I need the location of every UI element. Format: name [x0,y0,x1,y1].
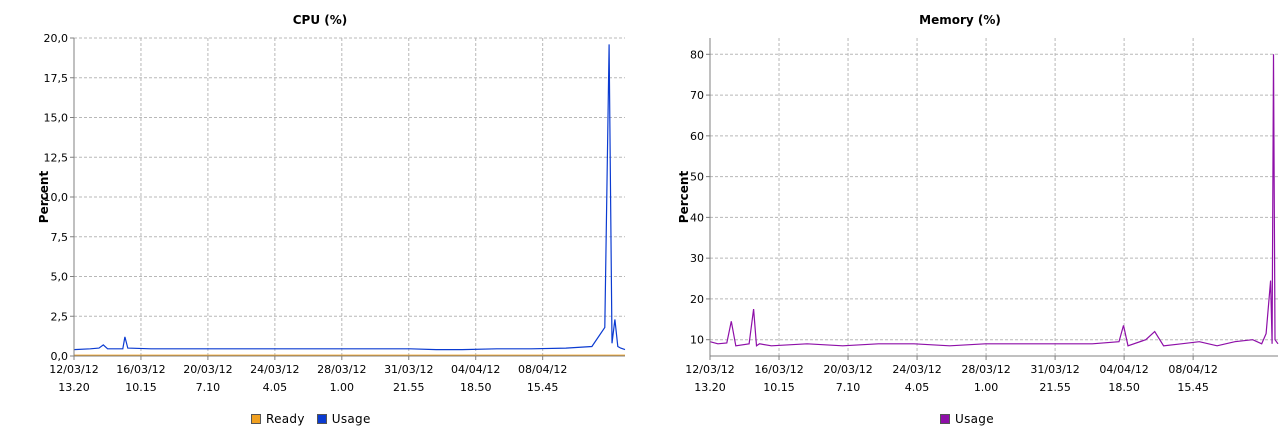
memory-xtick-time: 1.00 [974,381,999,394]
legend-item-ready: Ready [251,412,305,426]
memory-xtick-time: 10.15 [763,381,795,394]
cpu-ytick-label: 20,0 [44,32,69,45]
cpu-ytick-label: 0,0 [51,350,69,363]
memory-xtick-date: 08/04/12 [1168,363,1217,376]
memory-ytick-label: 20 [690,293,704,306]
cpu-xtick-time: 4.05 [263,381,288,394]
legend-swatch-ready [251,414,261,424]
memory-ytick-label: 50 [690,171,704,184]
memory-xtick-date: 04/04/12 [1099,363,1148,376]
cpu-xtick-time: 15.45 [527,381,559,394]
memory-chart: Memory (%) Percent 10 20 30 40 50 60 70 80 12/03… [677,13,1279,394]
memory-xtick-time: 21.55 [1039,381,1071,394]
cpu-xtick-time: 21.55 [393,381,425,394]
cpu-xtick-date: 28/03/12 [317,363,366,376]
memory-ytick-label: 40 [690,211,704,224]
memory-xtick-date: 24/03/12 [892,363,941,376]
cpu-xtick-date: 12/03/12 [49,363,98,376]
memory-ytick-label: 30 [690,252,704,265]
legend-swatch-memory-usage [940,414,950,424]
cpu-xtick-date: 31/03/12 [384,363,433,376]
memory-xtick-time: 7.10 [836,381,861,394]
memory-xtick-date: 28/03/12 [961,363,1010,376]
memory-xtick-time: 15.45 [1177,381,1209,394]
cpu-xtick-date: 20/03/12 [183,363,232,376]
cpu-xtick-time: 10.15 [125,381,157,394]
cpu-xtick-time: 7.10 [196,381,221,394]
cpu-series-usage-line [73,44,626,351]
cpu-chart-title: CPU (%) [293,13,348,27]
legend-label-usage: Usage [331,412,371,426]
memory-xtick-time: 13.20 [694,381,726,394]
memory-xtick-date: 12/03/12 [685,363,734,376]
cpu-xtick-time: 18.50 [460,381,492,394]
cpu-ytick-label: 7,5 [51,231,69,244]
legend-swatch-usage [316,414,327,424]
memory-ytick-label: 10 [690,334,704,347]
cpu-xtick-date: 16/03/12 [116,363,165,376]
memory-gridlines [709,38,1278,356]
cpu-chart-panel: CPU (%) Percent 0,0 2,5 5,0 7,5 10,0 12,5 15,0… [37,13,626,428]
memory-y-axis-label: Percent [677,171,691,224]
cpu-ytick-label: 17,5 [44,72,69,85]
cpu-ytick-label: 12,5 [44,151,69,164]
legend-label-ready: Ready [266,412,305,426]
memory-legend: Usage [940,410,1000,428]
cpu-legend: Ready Usage [251,410,377,428]
memory-series-usage-line [709,54,1279,347]
memory-xtick-date: 20/03/12 [823,363,872,376]
cpu-chart: CPU (%) Percent 0,0 2,5 5,0 7,5 10,0 12,5 15,0… [37,13,626,394]
cpu-ytick-label: 5,0 [51,271,69,284]
cpu-ytick-label: 10,0 [44,191,69,204]
memory-xtick-time: 4.05 [905,381,930,394]
cpu-ytick-label: 2,5 [51,310,69,323]
cpu-xtick-time: 13.20 [58,381,90,394]
cpu-xtick-time: 1.00 [330,381,355,394]
cpu-xtick-date: 04/04/12 [451,363,500,376]
memory-ytick-label: 60 [690,130,704,143]
memory-chart-panel: Memory (%) Percent 10 20 30 40 50 60 70 80 12/03… [640,0,1279,428]
legend-label-memory-usage: Usage [955,412,994,426]
memory-chart-title: Memory (%) [919,13,1001,27]
memory-ytick-label: 70 [690,89,704,102]
cpu-xtick-date: 24/03/12 [250,363,299,376]
memory-xtick-time: 18.50 [1108,381,1140,394]
memory-xtick-date: 16/03/12 [754,363,803,376]
legend-item-usage: Usage [316,412,371,426]
memory-ytick-label: 80 [690,48,704,61]
legend-item-memory-usage: Usage [940,412,994,426]
cpu-gridlines [73,37,625,357]
cpu-xtick-date: 08/04/12 [518,363,567,376]
memory-xtick-date: 31/03/12 [1030,363,1079,376]
cpu-y-axis-label: Percent [37,171,51,224]
cpu-ytick-label: 15,0 [44,112,69,125]
